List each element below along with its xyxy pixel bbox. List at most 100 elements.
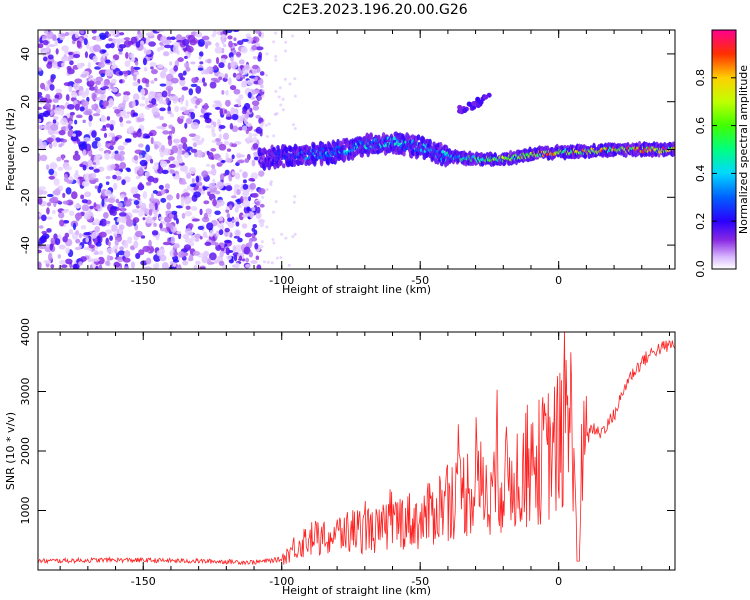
- noise-speck: [185, 117, 193, 124]
- noise-speck: [240, 46, 248, 54]
- noise-speck: [113, 232, 118, 237]
- noise-speck: [112, 174, 117, 180]
- noise-speck: [88, 86, 96, 91]
- noise-speck: [72, 222, 77, 231]
- noise-speck: [213, 64, 218, 71]
- noise-speck: [179, 76, 186, 81]
- noise-speck: [293, 194, 297, 198]
- noise-speck: [156, 125, 164, 130]
- noise-speck: [109, 235, 114, 241]
- noise-speck: [223, 43, 227, 48]
- noise-speck: [188, 167, 197, 175]
- noise-speck: [226, 212, 231, 219]
- noise-speck: [235, 75, 241, 80]
- noise-speck: [110, 164, 116, 170]
- noise-speck: [181, 86, 189, 91]
- noise-speck: [114, 239, 119, 246]
- noise-speck: [216, 181, 224, 190]
- noise-speck: [62, 139, 68, 143]
- noise-speck: [105, 123, 111, 128]
- noise-speck: [85, 237, 90, 243]
- noise-speck: [112, 54, 120, 61]
- noise-speck: [65, 94, 70, 101]
- noise-speck: [156, 94, 160, 101]
- noise-speck: [230, 56, 234, 62]
- noise-speck: [168, 163, 176, 168]
- noise-speck: [106, 254, 111, 262]
- y-tick-label: 20: [19, 95, 32, 109]
- noise-speck: [106, 69, 114, 77]
- noise-speck: [106, 247, 115, 254]
- noise-speck: [39, 154, 48, 162]
- noise-speck: [149, 91, 157, 96]
- colorbar-tick-label: 0.4: [694, 165, 707, 183]
- noise-speck: [130, 36, 138, 45]
- noise-speck: [225, 157, 232, 163]
- noise-speck: [48, 142, 53, 149]
- noise-speck: [272, 241, 276, 245]
- noise-speck: [291, 34, 295, 38]
- noise-speck: [271, 238, 275, 242]
- noise-speck: [83, 137, 91, 142]
- noise-speck: [49, 110, 54, 116]
- noise-speck: [74, 78, 83, 84]
- noise-speck: [256, 264, 262, 269]
- noise-speck: [179, 78, 186, 87]
- noise-speck: [227, 35, 233, 40]
- noise-speck: [178, 144, 183, 151]
- noise-speck: [203, 212, 209, 220]
- noise-speck: [84, 191, 92, 198]
- y-tick-label: 1000: [19, 497, 32, 525]
- noise-speck: [208, 152, 214, 160]
- noise-speck: [159, 70, 167, 79]
- noise-speck: [201, 35, 210, 41]
- noise-speck: [118, 103, 126, 111]
- noise-speck: [109, 42, 115, 49]
- noise-speck: [195, 99, 201, 106]
- colorbar-label: Normalized spectral amplitude: [737, 65, 750, 234]
- noise-speck: [281, 97, 285, 101]
- noise-speck: [44, 102, 52, 109]
- noise-speck: [80, 256, 87, 262]
- noise-speck: [258, 187, 266, 195]
- noise-speck: [144, 153, 150, 161]
- noise-speck: [92, 113, 101, 117]
- noise-speck: [144, 171, 151, 177]
- noise-speck: [246, 79, 254, 86]
- noise-speck: [105, 229, 113, 234]
- noise-speck: [230, 61, 238, 69]
- noise-speck: [171, 145, 179, 154]
- noise-speck: [189, 183, 197, 188]
- noise-speck: [168, 95, 173, 101]
- noise-speck: [144, 135, 151, 139]
- noise-speck: [75, 238, 81, 244]
- noise-speck: [75, 229, 80, 236]
- noise-speck: [252, 133, 258, 137]
- noise-speck: [129, 53, 135, 59]
- noise-speck: [235, 221, 240, 227]
- noise-speck: [134, 60, 139, 66]
- noise-speck: [119, 32, 125, 36]
- noise-speck: [65, 187, 72, 195]
- noise-speck: [231, 143, 238, 148]
- noise-speck: [249, 182, 257, 190]
- noise-speck: [201, 170, 209, 178]
- noise-speck: [82, 149, 87, 156]
- noise-speck: [92, 165, 97, 170]
- noise-speck: [162, 51, 170, 57]
- noise-speck: [91, 30, 97, 34]
- noise-speck: [145, 82, 150, 88]
- noise-speck: [244, 117, 248, 125]
- noise-speck: [132, 74, 137, 81]
- noise-speck: [173, 138, 181, 144]
- noise-speck: [192, 250, 200, 256]
- noise-speck: [38, 188, 43, 196]
- noise-speck: [101, 198, 105, 207]
- noise-speck: [49, 162, 58, 170]
- noise-speck: [201, 255, 209, 264]
- noise-speck: [119, 79, 123, 84]
- noise-speck: [60, 117, 68, 126]
- noise-speck: [293, 127, 297, 131]
- noise-speck: [169, 113, 175, 118]
- noise-speck: [59, 108, 65, 116]
